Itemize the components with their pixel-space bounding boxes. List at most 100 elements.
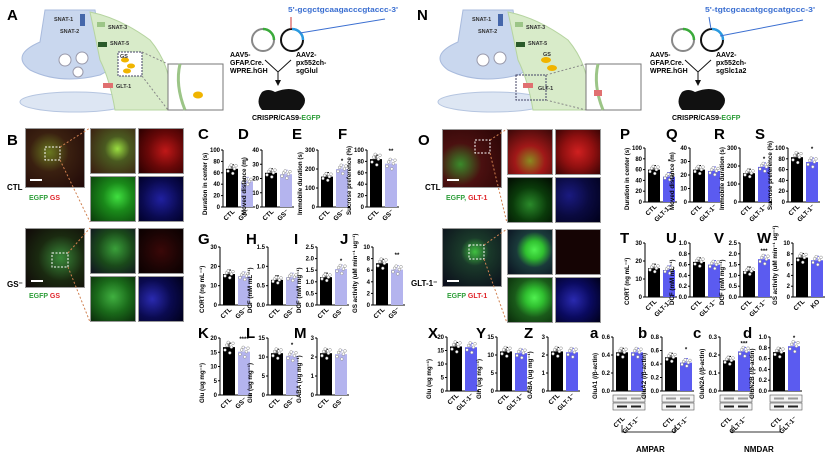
category-label: GLT-1⁻ [748,298,768,318]
y-tick-label: 10 [363,245,370,251]
y-tick-label: 0 [782,200,786,206]
vector2-line1: AAV2- [716,52,737,59]
y-axis-label: Glu (ug mg⁻¹) [199,363,206,403]
data-point [370,160,374,164]
category-label: GLT-1⁻ [778,415,798,435]
y-tick-label: 0.0 [759,389,768,395]
data-point [796,340,800,345]
y-tick-label: 0.4 [679,273,688,279]
gs-ko-overview-image [25,228,85,288]
y-tick-label: 15 [258,336,265,342]
data-point [817,258,822,262]
data-point [458,341,462,345]
category-label: GLT-1⁻ [455,392,475,412]
gs-ko-blue-tile [138,276,184,322]
vector1-line2: GFAP.Cre. [650,60,684,67]
data-point [793,349,797,354]
data-point [465,348,469,352]
category-label: CTL [317,306,331,320]
y-tick-label: 40 [357,182,364,188]
y-tick-label: 20 [635,189,642,195]
bar-ctl [500,351,512,391]
y-axis-label: Immobile duration (s) [719,147,726,210]
panel-letter: S [755,126,765,143]
bar-ctl [723,360,735,391]
data-point [244,274,249,278]
data-point [294,273,298,277]
data-point [789,342,794,347]
data-point [716,166,720,171]
data-point [246,182,250,187]
data-point [384,258,388,262]
chart-L: L 0 5 10 15 Gln (ug mg⁻¹) CTL GS⁻ * [246,325,300,410]
data-point [272,349,277,354]
y-tick-label: 60 [635,168,642,174]
y-tick-label: 1.5 [257,245,266,251]
data-point [326,275,331,279]
panel-letter: Z [524,325,533,342]
data-point [378,153,382,157]
data-point [234,164,238,168]
data-point [726,355,730,359]
bar-ctl [450,346,462,391]
data-point [279,276,283,280]
data-point [751,169,755,173]
data-point [283,169,287,173]
data-point [698,264,702,268]
y-tick-label: 6 [787,263,791,269]
data-point [670,359,674,363]
bar-ctl [648,268,660,297]
y-tick-label: 0 [312,205,316,211]
panel-letter-a: A [7,7,18,24]
significance-marker: **** [239,337,249,343]
vector1-line3: WPRE.hGH [230,68,268,75]
panel-letter: M [294,325,307,342]
y-axis-label: GABA (ug mg⁻¹) [527,351,534,399]
data-point [500,352,504,356]
data-point [801,260,805,264]
y-tick-label: 10 [783,241,790,247]
category-label: GLT-1⁻ [505,392,525,412]
data-point [776,346,780,350]
data-point [287,352,292,356]
data-point [239,348,244,352]
data-point [686,361,691,365]
panel-letter: F [338,126,347,143]
category-label: GS⁻ [282,306,296,320]
y-tick-label: 80 [357,159,364,165]
data-point [386,160,391,164]
data-point [812,257,817,261]
data-point [341,352,346,356]
y-tick-label: 0.5 [306,291,315,297]
data-point [728,362,732,366]
chart-M: M 0 1 2 3 GABA (ug mg⁻¹) CTL GS⁻ [294,325,349,410]
y-tick-label: 20 [252,177,259,183]
data-point [797,254,802,258]
y-axis-label: Gln (ug mg⁻¹) [247,363,254,403]
glt-row1-label: CTL [425,183,441,192]
y-tick-label: 3 [542,335,546,341]
data-point [329,172,333,176]
bar-ko [286,277,298,305]
glt-ko-overview-image [442,228,502,287]
zoom-boxes [44,139,491,268]
bar-ctl [321,176,333,207]
y-tick-label: 0.0 [306,303,315,309]
data-point [816,263,820,267]
data-point [763,169,767,173]
label-snat1: SNAT-1 [472,17,491,23]
western-blot-band [666,405,676,408]
y-axis-label: Sucrose preference (%) [767,141,774,210]
data-point [371,155,376,159]
y-axis-label: GluA1 (/β-actin) [592,353,599,399]
data-point [341,171,345,176]
data-point [804,252,808,257]
glt-ko-merge-tile [507,229,553,275]
y-tick-label: 0.0 [729,295,738,301]
panel-letter: G [198,231,210,248]
y-tick-label: 0.4 [651,362,660,368]
